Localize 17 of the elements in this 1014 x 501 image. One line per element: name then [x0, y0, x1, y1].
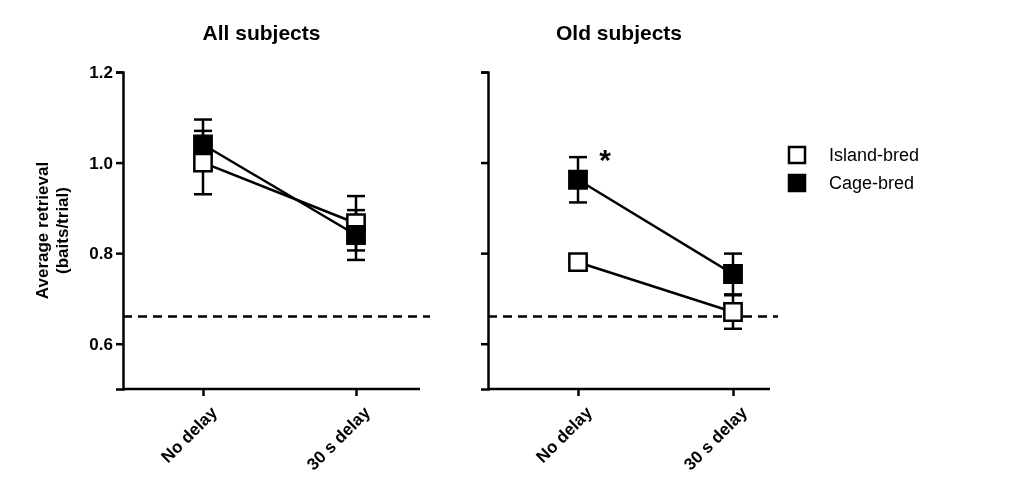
- annotation: *: [599, 142, 612, 176]
- chart-title: Old subjects: [555, 21, 683, 44]
- legend-label: Cage-bred: [829, 173, 915, 193]
- point: [568, 252, 588, 273]
- point: [193, 134, 213, 155]
- point: [346, 225, 366, 245]
- y-tick-label: 0.8: [89, 244, 113, 264]
- point: [568, 169, 588, 190]
- point: [193, 152, 213, 173]
- point: [723, 302, 743, 322]
- y-tick-label: 1.0: [89, 153, 113, 173]
- legend-label: Island-bred: [829, 145, 920, 165]
- point: [723, 264, 743, 284]
- y-tick-label: 0.6: [89, 334, 113, 354]
- y-axis-title: Average retrieval (baits/trial): [33, 161, 73, 300]
- y-tick-label: 1.2: [89, 62, 113, 82]
- chart-title: All subjects: [202, 21, 321, 44]
